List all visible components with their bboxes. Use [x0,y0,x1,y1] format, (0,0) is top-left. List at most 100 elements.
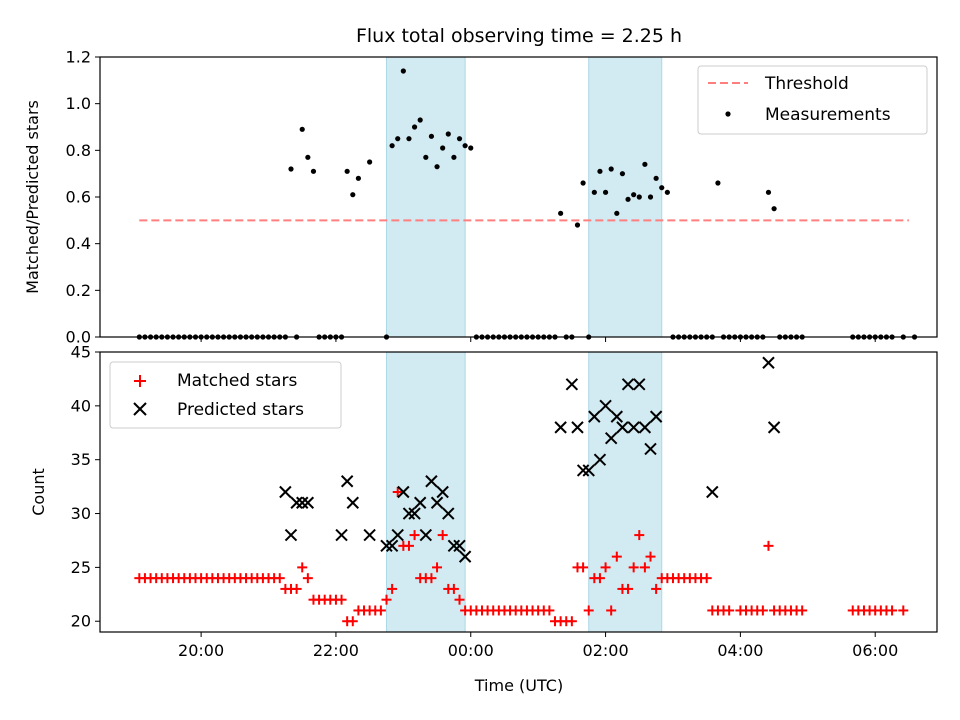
matched-star-point [403,540,414,551]
predicted-star-point [363,528,376,542]
top-x-ticks [200,337,876,342]
y-tick-label: 35 [71,450,91,469]
predicted-star-point [447,539,461,553]
matched-star-point [375,605,386,616]
matched-star-point [887,605,898,616]
measurement-point [355,175,362,181]
measurement-point [653,175,659,181]
predicted-star-point [599,399,612,413]
measurement-point [367,159,373,165]
matched-star-point [623,583,634,594]
bottom-axes-frame [99,351,938,633]
matched-star-point [651,583,662,594]
y-tick-label: 40 [71,396,91,415]
shaded-interval [385,56,466,338]
count-points [134,356,909,627]
predicted-star-point [762,356,775,369]
measurement-point [558,210,564,216]
measurement-point [395,136,401,142]
matched-star-point [347,616,358,627]
measurement-point [434,164,440,170]
measurement-point [625,196,631,202]
bottom-y-axis-label: Count [29,468,48,516]
top-panel: 0.0 0.2 0.4 0.6 0.8 1.0 1.2 Matched/Predicted … [23,48,938,347]
legend-measurements-label: Measurements [765,105,891,125]
measurement-point [636,194,642,200]
matched-star-point [544,605,555,616]
predicted-star-point [588,410,601,423]
predicted-star-point [408,507,421,520]
x-tick-label: 02:00 [583,641,629,660]
measurement-point [619,171,626,177]
matched-star-point [302,573,313,584]
measurement-point [389,143,395,149]
bottom-y-ticks: 20 25 30 35 40 45 [71,343,100,631]
predicted-star-point [633,378,646,391]
measurement-point [765,189,772,195]
predicted-star-point [616,421,629,434]
measurement-point [406,136,412,142]
matched-star-point [454,594,465,605]
bottom-legend-box [109,361,342,429]
bottom-x-ticks: 20:00 22:00 00:00 02:00 04:00 06:00 [178,632,898,660]
measurement-point [602,189,609,195]
predicted-star-point [649,410,663,423]
matched-star-point [578,562,589,573]
predicted-star-point [571,421,584,434]
matched-star-point [437,530,448,541]
matched-star-point [757,605,768,616]
x-tick-label: 20:00 [178,641,224,660]
measurement-points [136,68,918,340]
measurement-point [456,136,463,142]
measurement-point [608,166,614,172]
x-tick-label: 22:00 [313,641,359,660]
matched-star-point [432,562,443,573]
measurement-point [614,210,620,216]
predicted-star-point [296,496,309,509]
y-tick-label: 0.2 [66,281,91,300]
matched-star-point [611,551,622,562]
matched-star-point [297,562,308,573]
bottom-panel: 20 25 30 35 40 45 20:00 22:00 00:00 02:00 04:00 06… [29,343,938,695]
shaded-interval [588,351,663,633]
measurement-point [423,154,429,160]
matched-star-point [645,551,656,562]
matched-star-point [634,530,645,541]
measurement-point [580,180,586,186]
y-tick-label: 1.0 [66,94,91,113]
measurement-point [659,185,665,191]
predicted-star-point [397,485,410,499]
predicted-star-point [593,453,607,466]
matched-star-point [594,573,605,584]
predicted-star-point [335,528,348,542]
measurement-point [288,166,294,172]
matched-star-point [387,583,398,594]
measurement-point [428,133,435,139]
top-shaded-intervals [385,56,663,338]
measurement-point [468,145,474,151]
y-tick-label: 0.6 [66,188,91,207]
predicted-star-point [284,528,298,542]
predicted-star-point [391,528,404,542]
measurement-point [445,131,451,137]
bottom-shaded-intervals [385,351,663,633]
top-legend-box [697,65,928,135]
predicted-star-point [419,528,433,542]
predicted-star-point [301,496,315,509]
matched-star-point [566,616,577,627]
measurement-point [597,168,603,174]
top-legend: Threshold Measurements [697,65,928,135]
legend-measurements-swatch [725,111,731,117]
predicted-star-point [346,496,359,509]
predicted-star-point [621,378,635,391]
measurement-point [591,189,597,195]
y-tick-label: 45 [71,343,91,362]
matched-star-point [583,605,594,616]
matched-star-point [606,605,617,616]
predicted-star-point [402,507,416,520]
predicted-star-point [340,475,354,488]
matched-star-point [381,594,392,605]
measurement-point [631,192,637,198]
y-tick-label: 20 [71,612,91,631]
